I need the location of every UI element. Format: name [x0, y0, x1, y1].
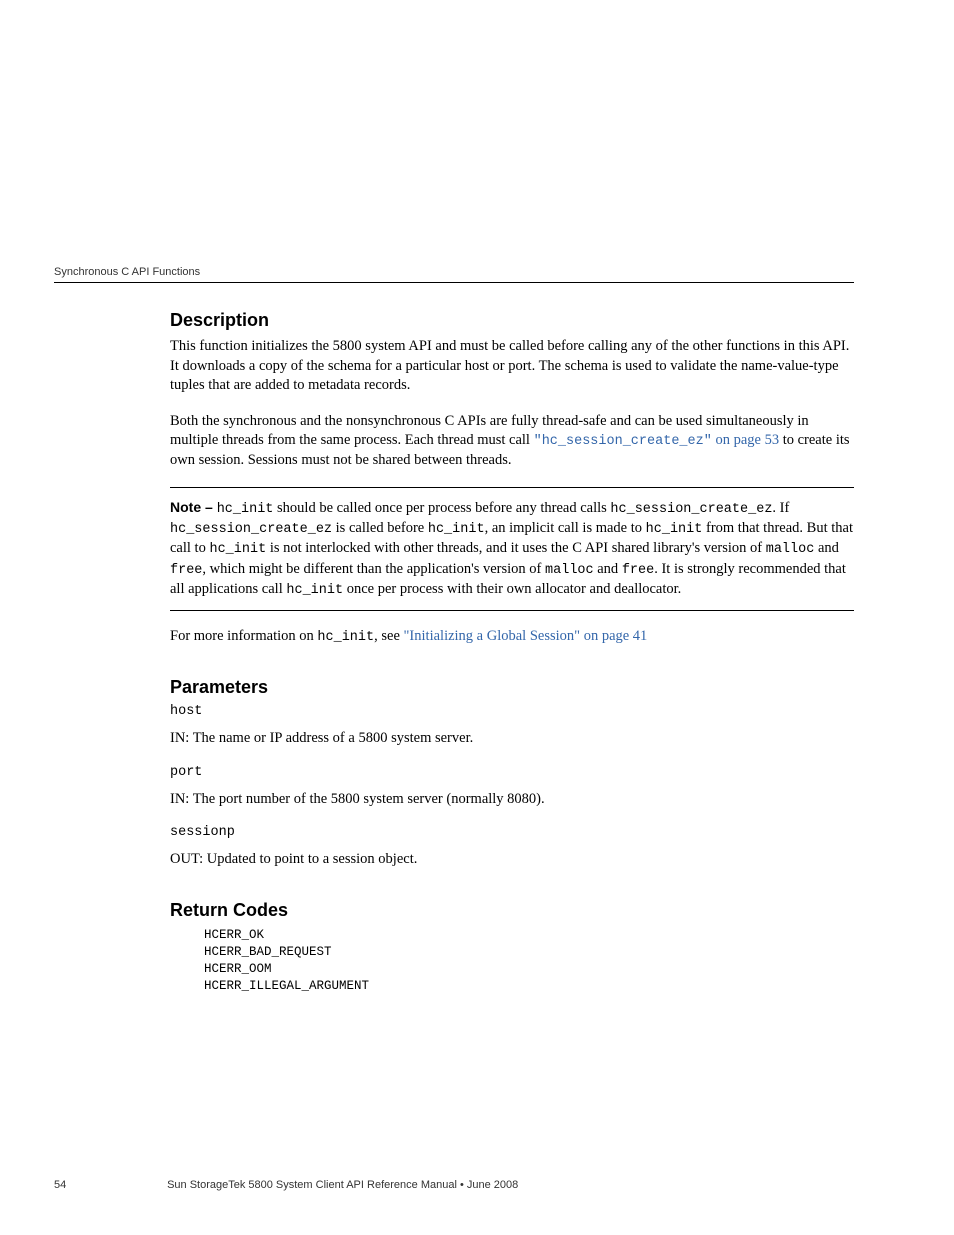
- page: Synchronous C API Functions Description …: [0, 0, 954, 1235]
- code-malloc-2: malloc: [545, 563, 594, 578]
- code-malloc-1: malloc: [766, 542, 815, 557]
- note-label: Note –: [170, 499, 217, 515]
- link-global-session[interactable]: "Initializing a Global Session" on page …: [404, 628, 648, 644]
- more-info: For more information on hc_init, see "In…: [170, 627, 854, 647]
- code-hc-init-2: hc_init: [428, 522, 485, 537]
- note-a: should be called once per process before…: [273, 500, 610, 516]
- note-box: Note – hc_init should be called once per…: [170, 487, 854, 611]
- description-p1: This function initializes the 5800 syste…: [170, 337, 854, 396]
- footer: 54 Sun StorageTek 5800 System Client API…: [54, 1179, 854, 1191]
- more-mid: , see: [374, 628, 403, 644]
- code-free-1: free: [170, 563, 202, 578]
- heading-return-codes: Return Codes: [170, 900, 854, 921]
- code-hc-init-6: hc_init: [317, 630, 374, 645]
- code-hc-init-3: hc_init: [646, 522, 703, 537]
- param-desc-sessionp: OUT: Updated to point to a session objec…: [170, 850, 854, 870]
- page-number: 54: [54, 1179, 164, 1191]
- note-i: and: [594, 561, 622, 577]
- param-name-sessionp: sessionp: [170, 825, 854, 840]
- heading-description: Description: [170, 310, 854, 331]
- description-p2: Both the synchronous and the nonsynchron…: [170, 412, 854, 471]
- note-b: . If: [772, 500, 789, 516]
- running-head: Synchronous C API Functions: [54, 266, 854, 283]
- link-session-create[interactable]: "hc_session_create_ez" on page 53: [534, 432, 779, 448]
- note-c: is called before: [332, 520, 428, 536]
- link-session-create-tail: on page 53: [712, 432, 779, 448]
- note-k: once per process with their own allocato…: [343, 581, 681, 597]
- note-d: , an implicit call is made to: [485, 520, 646, 536]
- link-session-create-code: "hc_session_create_ez": [534, 434, 712, 449]
- running-head-text: Synchronous C API Functions: [54, 266, 200, 278]
- code-hc-init-4: hc_init: [209, 542, 266, 557]
- param-name-port: port: [170, 765, 854, 780]
- content-area: Description This function initializes th…: [170, 310, 854, 995]
- return-codes-list: HCERR_OK HCERR_BAD_REQUEST HCERR_OOM HCE…: [204, 927, 854, 995]
- note-h: , which might be different than the appl…: [202, 561, 545, 577]
- code-hc-init-1: hc_init: [217, 502, 274, 517]
- param-name-host: host: [170, 704, 854, 719]
- heading-parameters: Parameters: [170, 677, 854, 698]
- footer-title: Sun StorageTek 5800 System Client API Re…: [167, 1179, 518, 1191]
- more-pre: For more information on: [170, 628, 317, 644]
- param-desc-host: IN: The name or IP address of a 5800 sys…: [170, 729, 854, 749]
- code-sess-1: hc_session_create_ez: [610, 502, 772, 517]
- note-g: and: [814, 540, 839, 556]
- code-hc-init-5: hc_init: [286, 583, 343, 598]
- param-desc-port: IN: The port number of the 5800 system s…: [170, 790, 854, 810]
- note-text: Note – hc_init should be called once per…: [170, 498, 854, 600]
- note-f: is not interlocked with other threads, a…: [266, 540, 766, 556]
- code-sess-2: hc_session_create_ez: [170, 522, 332, 537]
- code-free-2: free: [622, 563, 654, 578]
